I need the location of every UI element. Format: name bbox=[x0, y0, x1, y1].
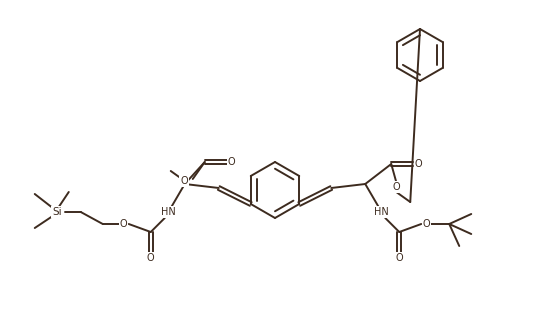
Text: O: O bbox=[395, 253, 403, 263]
Text: O: O bbox=[393, 182, 400, 192]
Text: O: O bbox=[228, 157, 236, 167]
Text: O: O bbox=[422, 219, 430, 229]
Text: O: O bbox=[414, 159, 422, 169]
Text: O: O bbox=[180, 176, 188, 186]
Text: O: O bbox=[120, 219, 128, 229]
Text: Si: Si bbox=[52, 207, 62, 217]
Text: O: O bbox=[147, 253, 155, 263]
Text: HN: HN bbox=[161, 207, 176, 217]
Text: HN: HN bbox=[374, 207, 389, 217]
